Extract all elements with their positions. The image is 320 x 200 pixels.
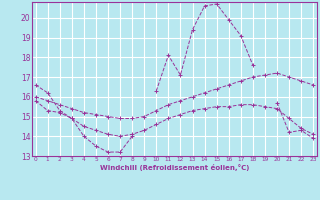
X-axis label: Windchill (Refroidissement éolien,°C): Windchill (Refroidissement éolien,°C) — [100, 164, 249, 171]
